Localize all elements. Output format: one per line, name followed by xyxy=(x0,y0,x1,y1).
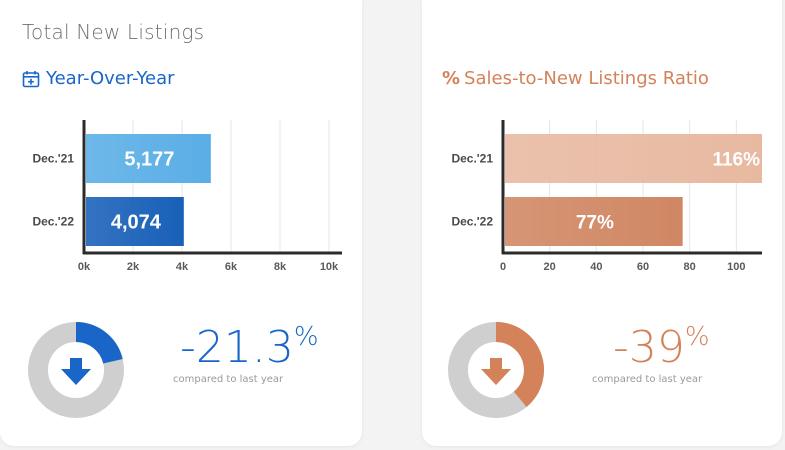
yoy-heading: Year-Over-Year xyxy=(22,68,175,89)
x-tick-label: 10k xyxy=(320,261,339,273)
ratio-heading: % Sales-to-New Listings Ratio xyxy=(442,68,709,89)
data-label: 4,074 xyxy=(111,212,162,234)
ratio-bar-chart: Dec.'21 116% Dec.'22 77% 0 20 40 60 80 100 xyxy=(451,120,762,273)
category-label: Dec.'22 xyxy=(32,215,74,229)
compared-caption: compared to last year xyxy=(173,374,284,385)
donut-segment xyxy=(75,322,123,365)
bar xyxy=(86,197,184,246)
x-tick-label: 100 xyxy=(727,261,745,273)
donut-segment xyxy=(495,322,544,407)
category-label: Dec.'22 xyxy=(451,215,493,229)
percent-change-value: -21.3 xyxy=(180,322,294,373)
data-label: 77% xyxy=(576,213,614,234)
x-tick-label: 40 xyxy=(590,261,602,273)
section-heading-label: Year-Over-Year xyxy=(46,68,175,89)
x-tick-label: 4k xyxy=(176,261,189,273)
data-label: 5,177 xyxy=(124,149,174,171)
arrow-down-icon xyxy=(61,358,91,385)
new-listings-bar-chart: Dec.'21 5,177 Dec.'22 4,074 0k 2k 4k 6k 8k 10k xyxy=(32,120,342,273)
x-tick-label: 6k xyxy=(225,261,238,273)
x-tick-label: 0k xyxy=(78,261,91,273)
bar xyxy=(86,134,211,183)
section-heading-label: Sales-to-New Listings Ratio xyxy=(464,68,709,89)
compared-caption: compared to last year xyxy=(592,374,703,385)
percent-change: -39% xyxy=(613,324,710,370)
percent-change: -21.3% xyxy=(180,324,319,370)
category-label: Dec.'21 xyxy=(32,152,74,166)
x-tick-label: 8k xyxy=(274,261,287,273)
sales-to-new-listings-card: % Sales-to-New Listings Ratio Dec.'21 116… xyxy=(422,0,782,446)
data-label: 116% xyxy=(712,150,760,171)
category-label: Dec.'21 xyxy=(451,152,493,166)
x-tick-label: 2k xyxy=(127,261,140,273)
x-tick-label: 20 xyxy=(544,261,556,273)
calendar-plus-icon xyxy=(22,70,40,87)
x-tick-label: 0 xyxy=(500,261,506,273)
percent-icon: % xyxy=(442,68,461,89)
arrow-down-icon xyxy=(481,358,511,385)
change-donut xyxy=(448,322,544,418)
bar xyxy=(505,197,683,246)
percent-change-unit: % xyxy=(293,322,319,352)
total-new-listings-card: Total New Listings Year-Over-Year Dec.'2… xyxy=(0,0,362,446)
change-donut xyxy=(28,322,124,418)
percent-change-unit: % xyxy=(684,322,710,352)
x-tick-label: 80 xyxy=(684,261,696,273)
x-tick-label: 60 xyxy=(637,261,649,273)
bar xyxy=(505,134,762,183)
card-title: Total New Listings xyxy=(22,20,205,44)
percent-change-value: -39 xyxy=(613,322,685,373)
